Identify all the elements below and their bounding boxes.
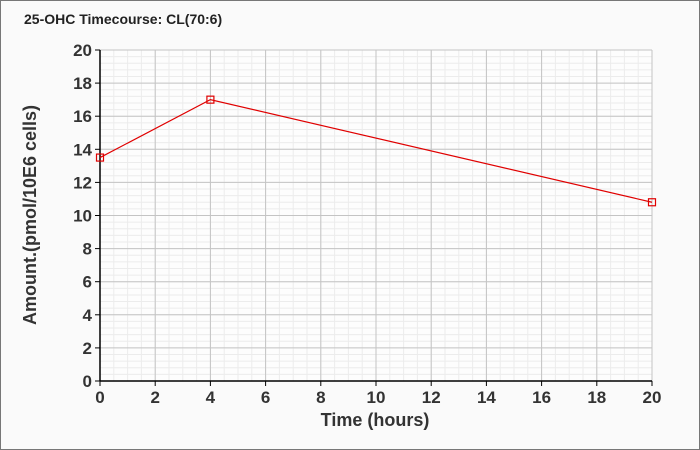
y-tick-label: 4 xyxy=(83,306,93,325)
data-point-marker xyxy=(206,95,215,104)
y-tick-label: 10 xyxy=(73,207,92,226)
chart-title: 25-OHC Timecourse: CL(70:6) xyxy=(24,11,223,27)
data-point-marker xyxy=(95,153,105,162)
x-tick-label: 10 xyxy=(367,388,386,407)
x-tick-label: 16 xyxy=(532,388,551,407)
x-tick-label: 0 xyxy=(95,388,104,407)
x-tick-label: 18 xyxy=(587,388,606,407)
x-tick-label: 2 xyxy=(150,388,159,407)
x-tick-label: 12 xyxy=(422,388,441,407)
x-tick-label: 8 xyxy=(316,388,325,407)
tick-labels: 0 2 4 6 8 10 12 14 16 18 20 0 2 4 6 8 10 12 14 16 18 20 xyxy=(73,41,661,407)
y-tick-label: 8 xyxy=(83,240,92,259)
series xyxy=(95,95,657,207)
x-axis-label: Time (hours) xyxy=(321,410,430,430)
series-line xyxy=(99,99,653,203)
x-tick-label: 20 xyxy=(643,388,662,407)
x-tick-label: 14 xyxy=(477,388,496,407)
grid xyxy=(99,49,653,382)
x-tick-label: 4 xyxy=(206,388,216,407)
x-tick-label: 6 xyxy=(261,388,270,407)
y-tick-label: 0 xyxy=(83,372,92,391)
y-tick-label: 20 xyxy=(73,41,92,60)
data-point-marker xyxy=(647,198,657,207)
y-tick-label: 18 xyxy=(73,74,92,93)
y-tick-label: 6 xyxy=(83,273,92,292)
y-tick-label: 2 xyxy=(83,339,92,358)
axes xyxy=(95,49,653,386)
y-tick-label: 12 xyxy=(73,173,92,192)
y-tick-label: 16 xyxy=(73,107,92,126)
y-tick-label: 14 xyxy=(73,140,92,159)
y-axis-label: Amount.(pmol/10E6 cells) xyxy=(20,105,40,325)
